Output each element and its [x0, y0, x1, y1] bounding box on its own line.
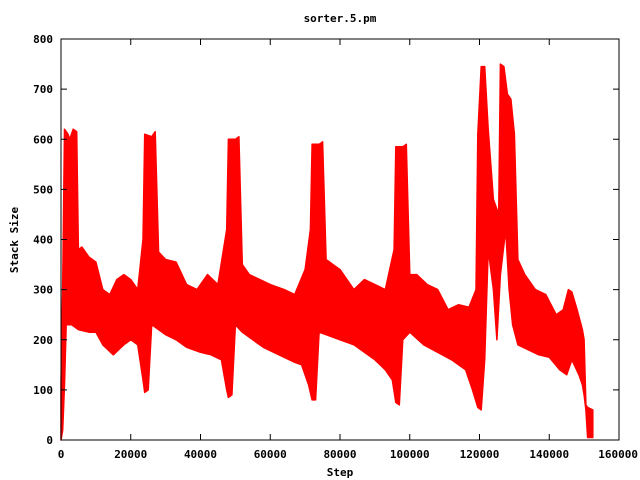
- series-band-0: [60, 63, 594, 441]
- x-tick-label-80000: 80000: [323, 448, 356, 461]
- x-axis-label: Step: [327, 466, 354, 479]
- x-tick-label-60000: 60000: [254, 448, 287, 461]
- y-tick-label-100: 100: [33, 384, 53, 397]
- y-tick-label-500: 500: [33, 183, 53, 196]
- y-axis-label: Stack Size: [8, 207, 21, 274]
- y-axis-ticks: 0 100 200 300 400 500 600 700 800: [33, 33, 619, 447]
- y-tick-label-700: 700: [33, 83, 53, 96]
- y-tick-label-800: 800: [33, 33, 53, 46]
- x-tick-label-120000: 120000: [460, 448, 500, 461]
- x-tick-label-0: 0: [58, 448, 65, 461]
- chart-title: sorter.5.pm: [304, 12, 377, 25]
- series-area-group: [60, 63, 594, 441]
- x-axis-ticks: 0 20000 40000 60000 80000 100000 120000 140000 1…: [58, 39, 638, 461]
- x-tick-label-160000: 160000: [598, 448, 638, 461]
- x-tick-label-140000: 140000: [529, 448, 569, 461]
- y-tick-label-0: 0: [46, 434, 53, 447]
- y-tick-label-600: 600: [33, 133, 53, 146]
- y-tick-label-400: 400: [33, 234, 53, 247]
- x-tick-label-40000: 40000: [184, 448, 217, 461]
- x-tick-label-100000: 100000: [390, 448, 430, 461]
- y-tick-label-300: 300: [33, 284, 53, 297]
- y-tick-label-200: 200: [33, 334, 53, 347]
- x-tick-label-20000: 20000: [114, 448, 147, 461]
